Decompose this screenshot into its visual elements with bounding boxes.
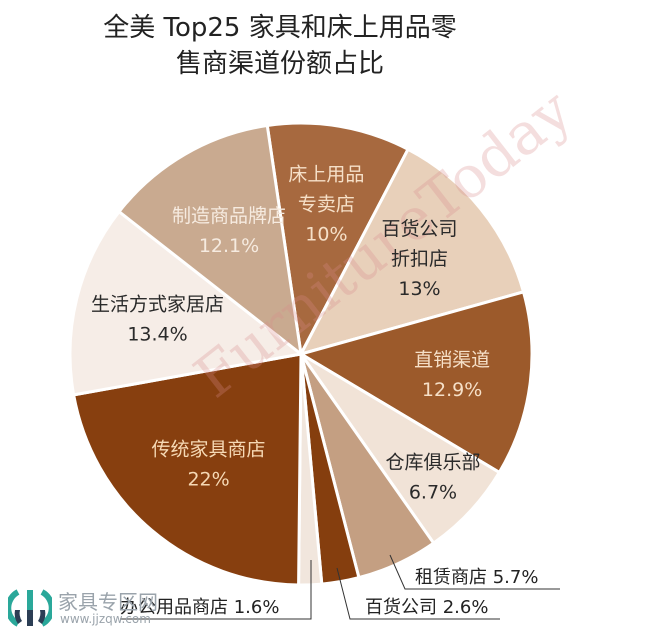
data-label-text: 生活方式家居店 (91, 293, 224, 315)
data-label-text: 制造商品牌店 (172, 205, 286, 227)
data-label-value: 12.9% (422, 379, 482, 401)
chart-title-line1: 全美 Top25 家具和床上用品零 (103, 13, 457, 43)
logo-icon (8, 589, 52, 627)
data-label-value: 13% (398, 278, 440, 300)
pie-slice-7 (71, 352, 303, 587)
pie-slice-1 (298, 147, 526, 357)
data-label-text: 仓库俱乐部 (385, 452, 480, 474)
callout-label: 办公用品商店 1.6% (120, 597, 279, 618)
data-label-text: 直销渠道 (414, 349, 490, 371)
data-label-text: 折扣店 (391, 248, 448, 270)
callout-line (389, 554, 560, 590)
callout-line (120, 560, 312, 620)
callout-line (336, 567, 500, 620)
data-label-text: 专卖店 (298, 194, 355, 216)
pie-slice-9 (116, 123, 304, 358)
pie-slice-2 (297, 290, 534, 475)
data-label-text: 传统家具商店 (152, 438, 266, 460)
callout-label: 租赁商店 5.7% (415, 567, 538, 588)
logo-url: www.jjzqw.com (60, 612, 151, 626)
data-label-text: 百货公司 (381, 218, 457, 240)
callout-label: 百货公司 2.6% (365, 597, 488, 618)
logo-name: 家具专区网 (58, 590, 158, 614)
data-label-value: 13.4% (127, 323, 187, 345)
data-label-value: 6.7% (409, 482, 457, 504)
chart-title-line2: 售商渠道份额占比 (175, 49, 384, 79)
site-logo: 家具专区网 www.jjzqw.com (8, 584, 198, 634)
pie-slice-0 (265, 121, 411, 359)
data-label-value: 10% (305, 224, 347, 246)
pie-slice-8 (68, 209, 305, 397)
data-label-value: 12.1% (199, 235, 259, 257)
data-label-text: 床上用品 (288, 164, 364, 186)
data-label-value: 22% (187, 468, 229, 490)
